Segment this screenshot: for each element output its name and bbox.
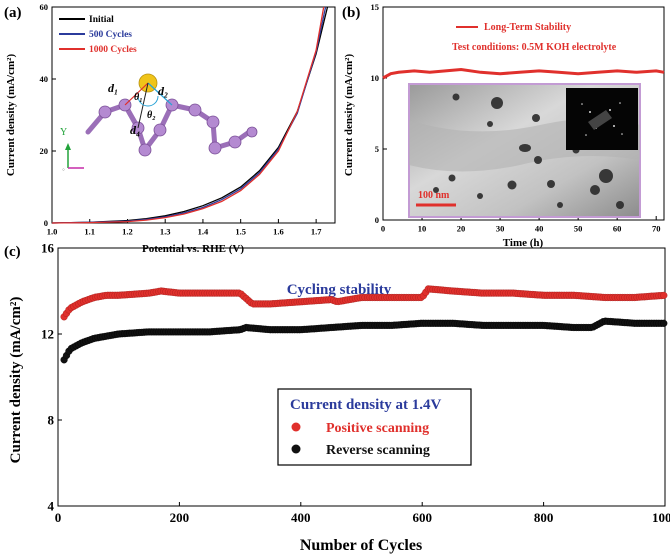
tem-image-inset: 100 nm (408, 83, 641, 218)
y-tick-label: 20 (40, 146, 49, 156)
panel-c-label: (c) (4, 244, 21, 260)
legend-marker-positive (291, 422, 301, 432)
x-tick-label: 0 (381, 224, 385, 234)
svg-text:◦: ◦ (62, 165, 65, 174)
legend-label-1000: 1000 Cycles (89, 45, 137, 55)
label-y-axis: Y (60, 127, 67, 138)
x-tick-label: 1.3 (160, 227, 171, 237)
panel-a-ylabel: Current density (mA/cm²) (5, 54, 17, 177)
panel-b-xlabel: Time (h) (503, 237, 544, 249)
panel-c-frame (57, 247, 666, 507)
x-tick-label: 20 (457, 224, 466, 234)
panel-c-legend: Current density at 1.4V Positive scannin… (277, 388, 472, 466)
y-tick-label: 15 (371, 2, 380, 12)
x-tick-label: 1.0 (47, 227, 58, 237)
x-tick-label: 1.4 (198, 227, 209, 237)
x-tick-label: 800 (534, 510, 554, 525)
x-tick-label: 200 (170, 510, 190, 525)
y-tick-label: 8 (48, 412, 55, 427)
panel-a: (a) 0 20 40 60 1.0 1.1 1.2 1.3 1.4 1.5 1.6 1.7 Cur… (4, 2, 336, 255)
x-tick-label: 30 (496, 224, 505, 234)
x-tick-label: 60 (613, 224, 622, 234)
y-tick-label: 40 (40, 74, 49, 84)
panel-c-ylabel: Current density (mA/cm²) (8, 297, 24, 464)
panel-b-label: (b) (342, 5, 360, 21)
series-line-2 (51, 6, 325, 224)
legend-label-reverse: Reverse scanning (326, 443, 430, 458)
scale-bar-label: 100 nm (418, 190, 450, 201)
label-d1: d₁ (108, 81, 118, 95)
atomic-structure-inset: d₁ θ₁ d₂ θ₂ d₄ Y ◦ (60, 73, 258, 174)
panel-c-xlabel: Number of Cycles (300, 537, 422, 554)
x-tick-label: 600 (412, 510, 432, 525)
x-tick-label: 0 (55, 510, 62, 525)
panel-a-xlabel: Potential vs. RHE (V) (142, 243, 244, 255)
x-tick-label: 1000 (652, 510, 670, 525)
x-tick-label: 1.7 (311, 227, 322, 237)
y-tick-label: 4 (48, 498, 55, 513)
x-tick-label: 10 (418, 224, 427, 234)
point-reverse (660, 319, 668, 327)
y-tick-label: 12 (41, 326, 54, 341)
x-tick-label: 40 (535, 224, 544, 234)
y-tick-label: 0 (375, 215, 379, 225)
legend-label-500: 500 Cycles (89, 30, 132, 40)
panel-a-frame (51, 6, 336, 224)
legend-label-initial: Initial (89, 15, 114, 25)
legend-label-positive: Positive scanning (326, 421, 429, 436)
x-tick-label: 1.6 (273, 227, 284, 237)
y-tick-label: 0 (44, 218, 48, 228)
label-theta2: θ₂ (147, 110, 156, 121)
x-tick-label: 1.1 (84, 227, 95, 237)
y-tick-label: 16 (41, 240, 55, 255)
label-d4: d₄ (130, 123, 140, 137)
y-tick-label: 5 (375, 144, 379, 154)
x-tick-label: 400 (291, 510, 311, 525)
panel-a-label: (a) (4, 5, 22, 21)
panel-b-ylabel: Current density (mA/cm²) (343, 54, 355, 177)
label-d2: d₂ (158, 84, 168, 98)
y-tick-label: 60 (40, 2, 49, 12)
test-conditions-note: Test conditions: 0.5M KOH electrolyte (452, 42, 617, 53)
panel-c: (c) 4 8 12 16 0 200 400 600 800 1000 Current den… (4, 240, 670, 554)
x-tick-label: 70 (652, 224, 661, 234)
point-positive (660, 291, 668, 300)
legend-marker-reverse (291, 444, 301, 454)
x-tick-label: 1.5 (235, 227, 246, 237)
series-line-long-term (382, 67, 665, 80)
panel-b-frame (382, 6, 665, 221)
x-tick-label: 50 (574, 224, 583, 234)
label-theta1: θ₁ (134, 92, 143, 103)
y-tick-label: 10 (371, 73, 380, 83)
x-tick-label: 1.2 (122, 227, 133, 237)
legend-label-long-term: Long-Term Stability (484, 22, 571, 33)
panel-b: (b) 0 5 10 15 0 10 20 30 40 50 60 70 Current densi… (342, 2, 665, 249)
panel-a-legend: Initial 500 Cycles 1000 Cycles (59, 15, 137, 55)
legend-title: Current density at 1.4V (290, 397, 442, 413)
